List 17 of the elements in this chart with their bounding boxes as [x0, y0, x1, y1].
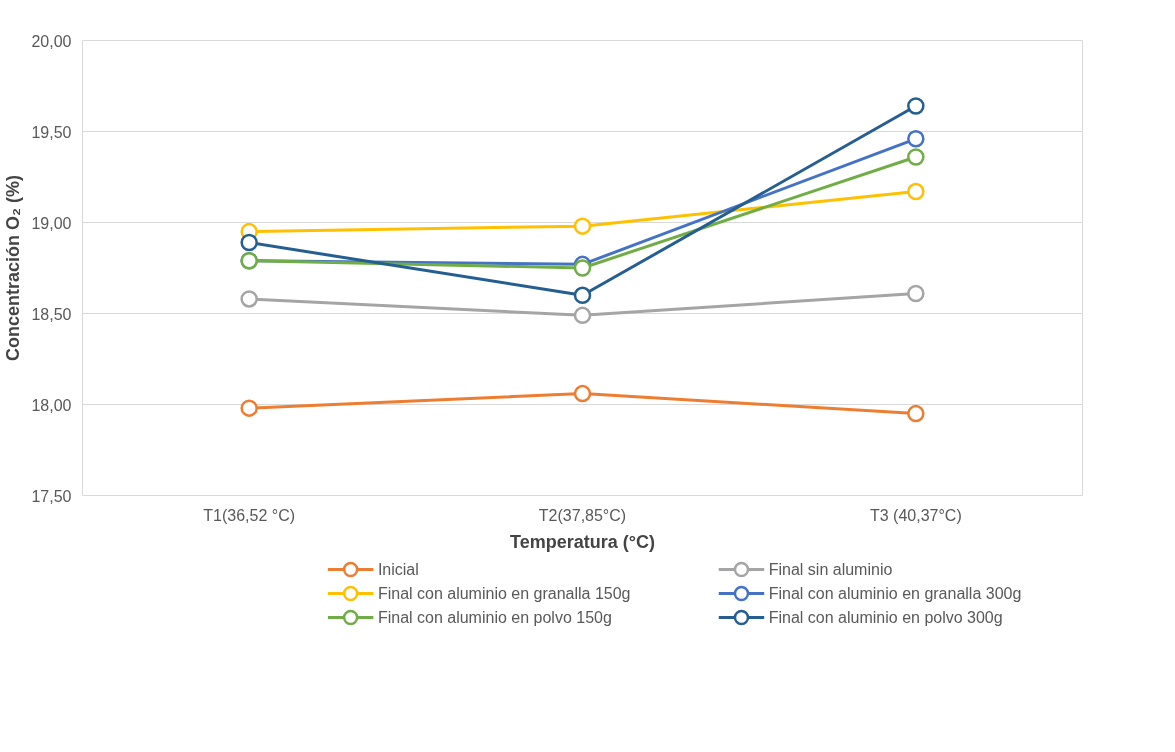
x-tick-label: T2(37,85°C)	[538, 506, 627, 524]
legend-label: Final con aluminio en polvo 300g	[768, 609, 1003, 626]
legend-label: Final sin aluminio	[768, 561, 893, 578]
y-tick-label: 17,50	[31, 487, 72, 505]
y-tick-label: 18,50	[31, 305, 72, 323]
legend-label: Final con aluminio en polvo 150g	[377, 609, 612, 626]
y-tick-label: 19,00	[31, 214, 72, 232]
x-tick-label: T1(36,52 °C)	[203, 506, 296, 524]
legend-label: Final con aluminio en granalla 150g	[377, 585, 631, 602]
legend-label: Final con aluminio en granalla 300g	[768, 585, 1022, 602]
y-tick-label: 18,00	[31, 396, 72, 414]
x-tick-label: T3 (40,37°C)	[869, 506, 962, 524]
y-tick-label: 20,00	[31, 32, 72, 50]
legend-label: Inicial	[377, 561, 419, 578]
y-tick-label: 19,50	[31, 123, 72, 141]
x-axis-title: Temperatura (°C)	[510, 531, 655, 552]
y-axis-title: Concentración O₂ (%)	[3, 174, 24, 362]
